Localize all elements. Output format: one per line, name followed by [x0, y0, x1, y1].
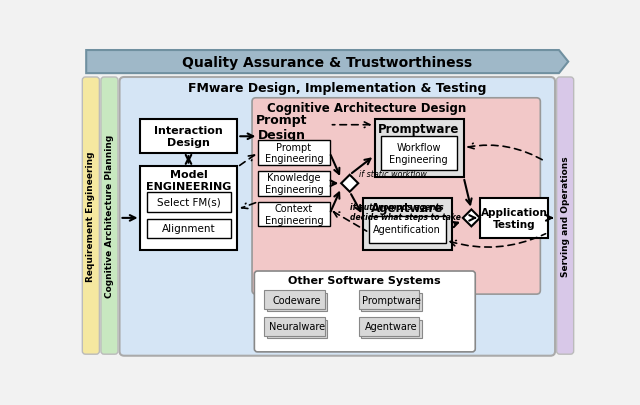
Bar — [374, 120, 463, 178]
Text: Cognitive Architecture Planning: Cognitive Architecture Planning — [105, 134, 114, 297]
Text: Workflow
Engineering: Workflow Engineering — [389, 143, 448, 164]
Bar — [259, 141, 330, 165]
Bar — [381, 137, 458, 171]
Text: Neuralware: Neuralware — [269, 322, 325, 332]
Text: Prompt
Design: Prompt Design — [256, 114, 307, 142]
Bar — [362, 293, 422, 311]
Bar — [480, 198, 548, 238]
Text: Promptware: Promptware — [362, 295, 421, 305]
Bar — [269, 322, 330, 341]
Bar — [369, 216, 446, 244]
Text: FMware Design, Implementation & Testing: FMware Design, Implementation & Testing — [188, 82, 486, 95]
Bar — [264, 318, 325, 336]
Bar — [147, 193, 231, 212]
Bar — [363, 198, 452, 251]
Text: Interaction
Design: Interaction Design — [154, 126, 223, 148]
FancyBboxPatch shape — [254, 271, 476, 352]
Text: if static workflow: if static workflow — [359, 169, 427, 178]
Bar — [264, 290, 325, 309]
Bar — [269, 295, 330, 313]
FancyBboxPatch shape — [83, 78, 99, 354]
Text: Cognitive Architecture Design: Cognitive Architecture Design — [267, 102, 467, 115]
Text: Promptware: Promptware — [378, 123, 460, 136]
Bar — [364, 295, 424, 313]
Polygon shape — [341, 175, 358, 192]
Text: Prompt
Engineering: Prompt Engineering — [264, 142, 323, 164]
Text: Other Software Systems: Other Software Systems — [288, 275, 441, 286]
Bar — [359, 290, 419, 309]
Bar — [259, 202, 330, 227]
Text: Context
Engineering: Context Engineering — [264, 204, 323, 225]
Polygon shape — [86, 51, 568, 74]
Text: Alignment: Alignment — [162, 223, 215, 233]
Bar — [147, 219, 231, 238]
Text: Select FM(s): Select FM(s) — [157, 197, 220, 207]
Text: Serving and Operations: Serving and Operations — [561, 156, 570, 276]
Bar — [267, 293, 327, 311]
FancyBboxPatch shape — [120, 78, 555, 356]
Bar — [140, 166, 237, 251]
Bar — [140, 120, 237, 154]
Text: if autonomous agents
decide what steps to take: if autonomous agents decide what steps t… — [349, 202, 461, 222]
Text: Agentware: Agentware — [365, 322, 418, 332]
Bar — [267, 320, 327, 338]
Text: Agentware: Agentware — [371, 201, 443, 214]
Text: Quality Assurance & Trustworthiness: Quality Assurance & Trustworthiness — [182, 55, 472, 69]
FancyBboxPatch shape — [252, 98, 540, 294]
Bar — [364, 322, 424, 341]
Bar — [259, 171, 330, 196]
FancyBboxPatch shape — [557, 78, 573, 354]
Text: Knowledge
Engineering: Knowledge Engineering — [264, 173, 323, 194]
Text: Codeware: Codeware — [273, 295, 321, 305]
Polygon shape — [463, 210, 480, 227]
Text: Model
ENGINEERING: Model ENGINEERING — [146, 170, 231, 192]
Bar — [362, 320, 422, 338]
Bar — [359, 318, 419, 336]
FancyBboxPatch shape — [101, 78, 118, 354]
Text: Application
Testing: Application Testing — [481, 208, 547, 229]
Text: Agentification: Agentification — [373, 225, 441, 235]
Text: Requirement Engineering: Requirement Engineering — [86, 151, 95, 281]
